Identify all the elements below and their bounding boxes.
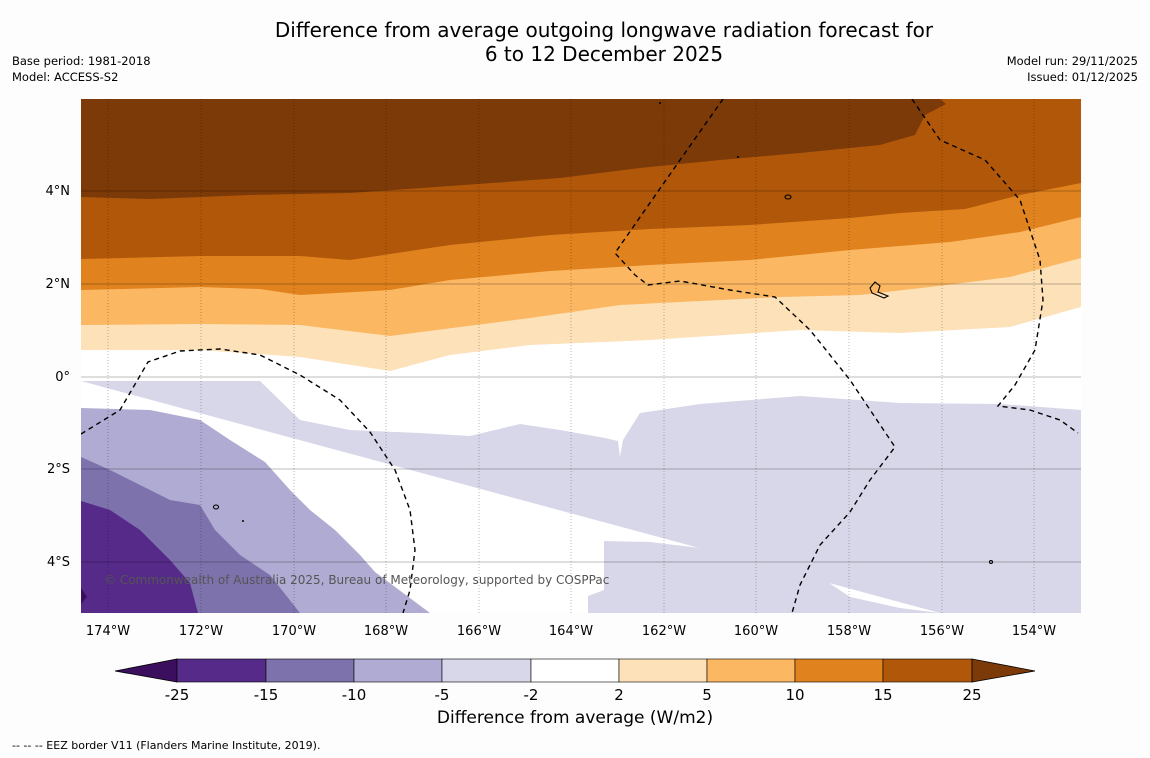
lon-tick-label: 160°W <box>734 624 778 639</box>
issued-date: Issued: 01/12/2025 <box>1027 70 1138 84</box>
lat-tick-label: 4°S <box>47 555 70 570</box>
lon-tick-label: 164°W <box>549 624 593 639</box>
island-dot <box>242 520 244 522</box>
title-line-1: Difference from average outgoing longwav… <box>274 18 934 42</box>
colorbar-tick-label: -2 <box>524 686 539 704</box>
longitude-axis: 174°W 172°W 170°W 168°W 166°W 164°W 162°… <box>86 624 1056 639</box>
latitude-axis: 4°N 2°N 0° 2°S 4°S <box>46 184 71 570</box>
band-minus2-minus5 <box>81 381 1081 613</box>
lon-tick-label: 154°W <box>1012 624 1056 639</box>
band-minus15-minus25 <box>81 501 198 613</box>
lon-tick-label: 174°W <box>86 624 130 639</box>
band-under-minus25 <box>81 588 87 604</box>
colorbar-tick-label: 2 <box>614 686 624 704</box>
lon-tick-label: 168°W <box>364 624 408 639</box>
colorbar-segment <box>353 658 443 683</box>
colorbar-tick-label: 5 <box>702 686 712 704</box>
base-period: Base period: 1981-2018 <box>12 54 151 68</box>
chart-title: Difference from average outgoing longwav… <box>0 18 1150 66</box>
lat-tick-label: 0° <box>55 370 70 385</box>
map-plot-area: © Commonwealth of Australia 2025, Bureau… <box>81 99 1081 613</box>
colorbar-tick-label: -15 <box>254 686 279 704</box>
colorbar-segment <box>265 658 355 683</box>
colorbar-tick-label: -10 <box>342 686 367 704</box>
lon-tick-label: 156°W <box>920 624 964 639</box>
lon-tick-label: 166°W <box>457 624 501 639</box>
model-name: Model: ACCESS-S2 <box>12 70 119 84</box>
island-outline <box>784 194 792 200</box>
colorbar-segment <box>706 658 796 683</box>
colorbar-tick-label: 25 <box>962 686 981 704</box>
lat-tick-label: 4°N <box>46 184 71 199</box>
copyright-text: © Commonwealth of Australia 2025, Bureau… <box>104 573 609 587</box>
colorbar-segment <box>882 658 973 683</box>
model-run: Model run: 29/11/2025 <box>1006 54 1138 68</box>
island-outline <box>869 281 890 299</box>
colorbar-min-extend <box>114 658 178 683</box>
island-dot <box>659 102 661 104</box>
islands <box>212 194 994 565</box>
colorbar-tick-label: -5 <box>435 686 450 704</box>
lat-tick-label: 2°N <box>46 277 71 292</box>
lon-tick-label: 172°W <box>179 624 223 639</box>
title-line-2: 6 to 12 December 2025 <box>484 42 724 66</box>
band-over-25 <box>81 99 946 199</box>
eez-borders <box>81 99 1079 613</box>
lon-tick-label: 158°W <box>827 624 871 639</box>
colorbar-segment <box>618 658 708 683</box>
colorbar-segment <box>176 658 267 683</box>
colorbar-title: Difference from average (W/m2) <box>436 708 714 728</box>
island-outline <box>988 559 994 565</box>
eez-border-east <box>911 99 1079 434</box>
island-dot <box>737 156 739 158</box>
meta-right: Model run: 29/11/2025 Issued: 01/12/2025 <box>1007 53 1138 85</box>
colorbar: -25 -15 -10 -5 -2 2 5 10 15 25 <box>114 658 1036 704</box>
colorbar-tick-label: 10 <box>785 686 804 704</box>
meta-left: Base period: 1981-2018 Model: ACCESS-S2 <box>12 53 151 85</box>
lat-tick-label: 2°S <box>47 462 70 477</box>
colorbar-tick-label: -25 <box>165 686 190 704</box>
colorbar-segment <box>530 658 620 683</box>
lon-tick-label: 162°W <box>642 624 686 639</box>
colorbar-segment <box>441 658 532 683</box>
colorbar-max-extend <box>971 658 1036 683</box>
colorbar-tick-label: 15 <box>873 686 892 704</box>
colorbar-segment <box>794 658 884 683</box>
colorbar-ticks: -25 -15 -10 -5 -2 2 5 10 15 25 <box>165 686 982 704</box>
latitude-gridlines <box>81 190 1081 563</box>
eez-border-central <box>614 99 896 613</box>
eez-footnote: -- -- -- EEZ border V11 (Flanders Marine… <box>12 739 321 752</box>
island-outline <box>212 504 220 510</box>
lon-tick-label: 170°W <box>272 624 316 639</box>
